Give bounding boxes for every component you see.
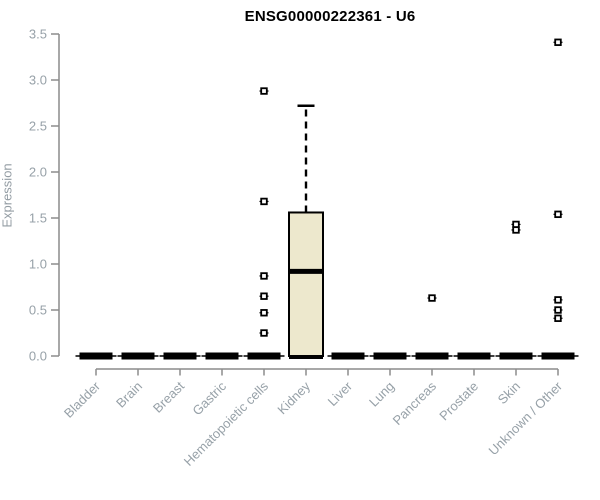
outlier-point [554, 38, 562, 46]
box [288, 211, 324, 357]
outlier-point [512, 226, 520, 234]
outlier-point [260, 87, 268, 95]
collapsed-box [331, 352, 365, 360]
x-tick-label: Bladder [61, 378, 104, 421]
y-tick-label: 0.0 [29, 349, 47, 364]
x-tick-label: Lung [366, 379, 397, 410]
x-tick-label: Prostate [436, 379, 481, 424]
y-tick-label: 3.0 [29, 73, 47, 88]
x-tick-label: Liver [325, 378, 356, 409]
y-tick-label: 1.0 [29, 257, 47, 272]
collapsed-box [415, 352, 449, 360]
y-tick-label: 2.5 [29, 119, 47, 134]
outlier-point [554, 296, 562, 304]
x-tick-label: Kidney [274, 378, 313, 417]
collapsed-box [79, 352, 113, 360]
x-tick-label: Brain [113, 379, 145, 411]
outlier-point [554, 314, 562, 322]
x-tick-label: Unknown / Other [486, 378, 566, 458]
collapsed-box [499, 352, 533, 360]
y-tick-label: 2.0 [29, 165, 47, 180]
outlier-point [554, 306, 562, 314]
y-tick-label: 1.5 [29, 211, 47, 226]
x-tick-label: Gastric [189, 378, 229, 418]
chart-title: ENSG00000222361 - U6 [244, 8, 416, 25]
y-tick-label: 0.5 [29, 303, 47, 318]
outlier-point [260, 329, 268, 337]
x-tick-label: Skin [495, 379, 523, 407]
y-tick-label: 3.5 [29, 27, 47, 42]
outlier-point [554, 210, 562, 219]
outlier-point [260, 309, 268, 317]
collapsed-box [121, 352, 155, 360]
collapsed-box [205, 352, 239, 360]
collapsed-box [163, 352, 197, 360]
outlier-point [260, 292, 268, 300]
y-axis-title: Expression [0, 163, 15, 228]
x-tick-label: Pancreas [390, 378, 440, 428]
x-tick-label: Breast [150, 378, 187, 415]
outlier-point [260, 197, 268, 206]
collapsed-box [247, 352, 281, 360]
outlier-point [428, 294, 436, 302]
outlier-point [260, 272, 268, 280]
collapsed-box [541, 352, 575, 360]
collapsed-box [457, 352, 491, 360]
collapsed-box [373, 352, 407, 360]
